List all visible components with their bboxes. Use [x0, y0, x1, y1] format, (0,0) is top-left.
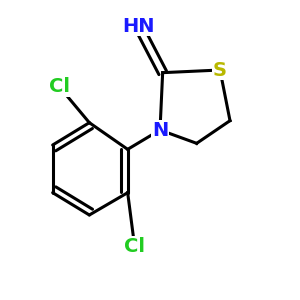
Text: HN: HN	[122, 16, 154, 35]
Text: N: N	[152, 121, 168, 140]
Text: Cl: Cl	[124, 237, 145, 256]
Text: Cl: Cl	[49, 77, 70, 96]
Text: S: S	[213, 61, 227, 80]
